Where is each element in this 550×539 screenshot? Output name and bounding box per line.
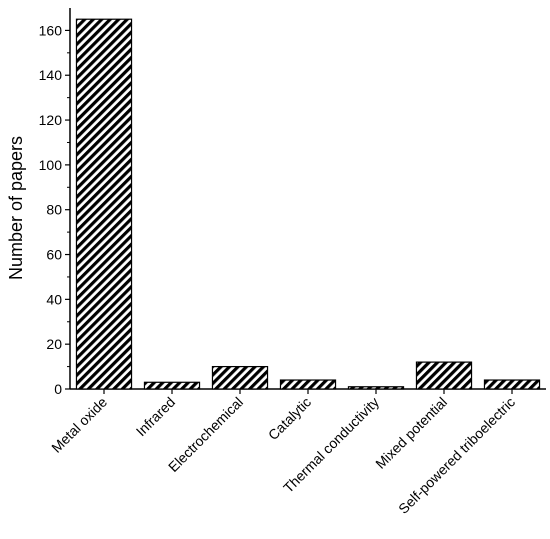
x-tick-label: Catalytic: [265, 394, 314, 443]
bar-catalytic: [279, 379, 337, 390]
y-tick-label: 60: [46, 247, 62, 263]
x-tick-label: Mixed potential: [372, 394, 450, 472]
y-axis-title: Number of papers: [6, 136, 26, 280]
y-tick-label: 140: [39, 67, 63, 83]
y-tick-label: 40: [46, 291, 62, 307]
bar-self-powered-triboelectric: [483, 379, 541, 390]
x-tick-label: Self-powered triboelectric: [395, 394, 518, 517]
bar-infrared: [143, 381, 201, 390]
bar-thermal-conductivity: [347, 386, 405, 390]
y-tick-label: 20: [46, 336, 62, 352]
x-tick-label: Metal oxide: [48, 394, 110, 456]
y-tick-label: 100: [39, 157, 63, 173]
y-tick-label: 160: [39, 22, 63, 38]
y-tick-label: 120: [39, 112, 63, 128]
y-tick-label: 0: [54, 381, 62, 397]
plot-area: 0 20 40 60 80 100 120 140 160 Metal oxide Infrared…: [39, 8, 546, 517]
bar-electrochemical: [211, 365, 269, 390]
x-tick-label: Infrared: [133, 394, 178, 439]
bar-metal-oxide: [75, 18, 133, 390]
y-tick-label: 80: [46, 202, 62, 218]
bar-mixed-potential: [415, 361, 473, 390]
